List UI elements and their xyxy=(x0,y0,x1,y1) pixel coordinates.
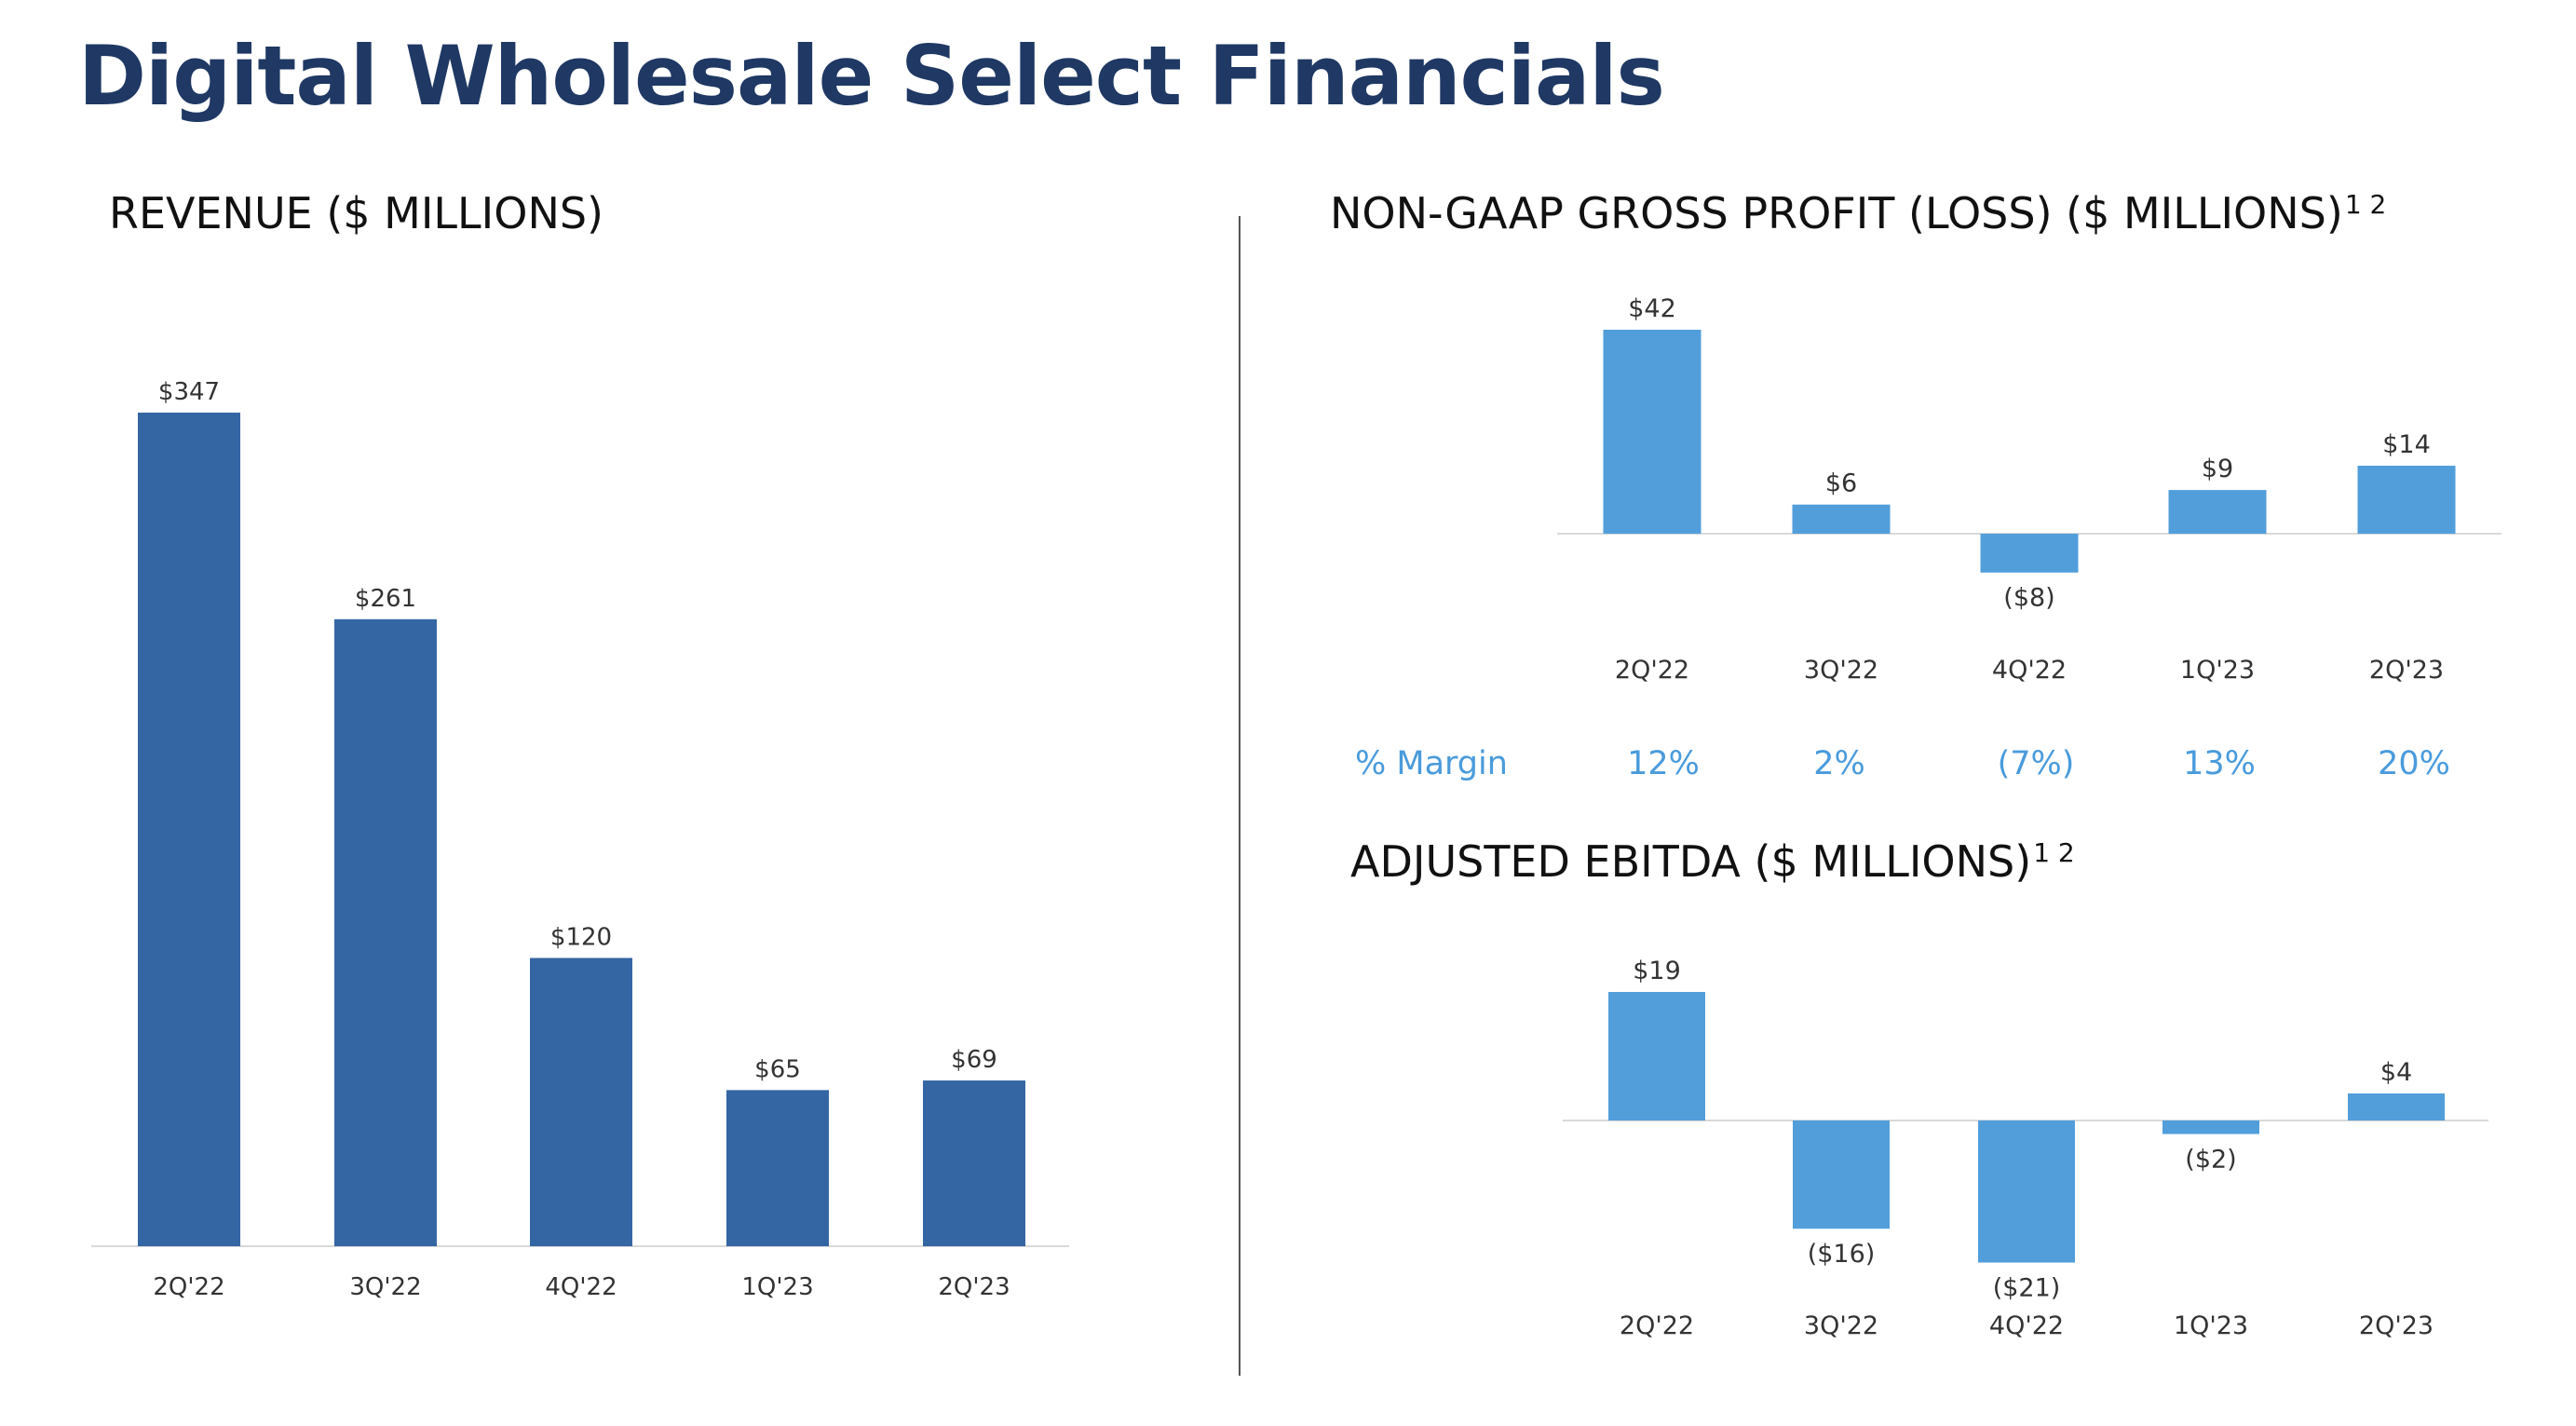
panel-divider xyxy=(1239,216,1241,1376)
gross_profit-tick-label-4: 1Q'23 xyxy=(2180,656,2255,685)
adjusted_ebitda-tick-label-4: 1Q'23 xyxy=(2174,1311,2248,1340)
revenue-bar-5 xyxy=(923,1080,1025,1246)
revenue-data-label-1: $347 xyxy=(158,378,220,406)
revenue-bar-1 xyxy=(138,413,240,1246)
margin-value-1: 12% xyxy=(1627,745,1700,782)
adjusted_ebitda-tick-label-3: 4Q'22 xyxy=(1989,1311,2064,1340)
gross_profit-data-label-1: $42 xyxy=(1628,294,1676,323)
revenue-bar-2 xyxy=(334,618,437,1246)
margin-value-3: (7%) xyxy=(1997,745,2075,782)
gross_profit-data-label-5: $14 xyxy=(2382,430,2431,459)
adjusted_ebitda-bar-4 xyxy=(2162,1120,2259,1134)
gross_profit-bar-4 xyxy=(2168,490,2267,534)
margin-label: % Margin xyxy=(1355,745,1508,782)
revenue-data-label-2: $261 xyxy=(355,585,416,613)
adjusted_ebitda-bar-3 xyxy=(1978,1120,2075,1263)
adjusted_ebitda-data-label-1: $19 xyxy=(1633,957,1681,985)
adjusted_ebitda-data-label-2: ($16) xyxy=(1808,1240,1876,1269)
page-title: Digital Wholesale Select Financials xyxy=(78,28,1665,124)
revenue-data-label-3: $120 xyxy=(550,923,612,951)
adjusted_ebitda-bar-2 xyxy=(1793,1120,1890,1229)
gross_profit-tick-label-3: 4Q'22 xyxy=(1992,656,2067,685)
gross-profit-chart-title: NON-GAAP GROSS PROFIT (LOSS) ($ MILLIONS… xyxy=(1330,188,2386,238)
gross_profit-bar-5 xyxy=(2357,466,2456,534)
revenue-data-label-5: $69 xyxy=(951,1046,997,1074)
ebitda-footnote-ref: 1 2 xyxy=(2033,836,2075,868)
gross_profit-data-label-2: $6 xyxy=(1825,469,1857,498)
revenue-tick-label-5: 2Q'23 xyxy=(938,1273,1010,1301)
gross_profit-tick-label-1: 2Q'22 xyxy=(1615,656,1689,685)
revenue-tick-label-3: 4Q'22 xyxy=(545,1273,617,1301)
revenue-tick-label-2: 3Q'22 xyxy=(349,1273,421,1301)
gross_profit-bar-3 xyxy=(1980,534,2079,573)
margin-value-5: 20% xyxy=(2378,745,2450,782)
revenue-data-label-4: $65 xyxy=(754,1055,801,1083)
adjusted_ebitda-tick-label-2: 3Q'22 xyxy=(1804,1311,1878,1340)
gross_profit-tick-label-2: 3Q'22 xyxy=(1804,656,1878,685)
revenue-bar-3 xyxy=(530,957,632,1246)
revenue-chart-title-text: REVENUE ($ MILLIONS) xyxy=(109,188,603,238)
gross_profit-data-label-4: $9 xyxy=(2202,455,2233,483)
gross-profit-footnote-ref: 1 2 xyxy=(2344,188,2387,220)
margin-value-4: 13% xyxy=(2183,745,2256,782)
ebitda-chart-title-text: ADJUSTED EBITDA ($ MILLIONS) xyxy=(1350,836,2032,887)
adjusted_ebitda-data-label-5: $4 xyxy=(2380,1058,2412,1087)
revenue-tick-label-1: 2Q'22 xyxy=(153,1273,224,1301)
revenue-bar-4 xyxy=(726,1090,829,1246)
adjusted_ebitda-tick-label-1: 2Q'22 xyxy=(1620,1311,1694,1340)
adjusted_ebitda-data-label-3: ($21) xyxy=(1993,1274,2061,1303)
gross_profit-bar-1 xyxy=(1603,330,1702,534)
adjusted_ebitda-bar-5 xyxy=(2348,1093,2445,1120)
gross_profit-data-label-3: ($8) xyxy=(2003,584,2054,613)
margin-value-2: 2% xyxy=(1813,745,1865,782)
ebitda-chart-title: ADJUSTED EBITDA ($ MILLIONS)1 2 xyxy=(1350,836,2075,887)
gross_profit-tick-label-5: 2Q'23 xyxy=(2369,656,2444,685)
adjusted_ebitda-data-label-4: ($2) xyxy=(2185,1146,2236,1175)
gross_profit-bar-2 xyxy=(1792,504,1891,534)
gross-profit-chart-title-text: NON-GAAP GROSS PROFIT (LOSS) ($ MILLIONS… xyxy=(1330,188,2343,238)
adjusted_ebitda-bar-1 xyxy=(1608,992,1705,1120)
adjusted_ebitda-tick-label-5: 2Q'23 xyxy=(2359,1311,2434,1340)
revenue-tick-label-4: 1Q'23 xyxy=(741,1273,813,1301)
revenue-chart-title: REVENUE ($ MILLIONS) xyxy=(109,188,603,238)
